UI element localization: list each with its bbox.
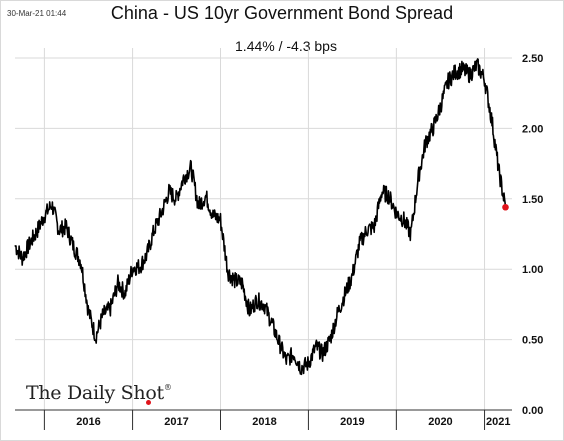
- y-tick-label: 2.50: [522, 53, 543, 65]
- logo-red-dot: [146, 400, 151, 405]
- y-tick-label: 2.00: [522, 123, 543, 135]
- chart-title: China - US 10yr Government Bond Spread: [110, 3, 454, 23]
- x-tick-label: 2017: [164, 416, 188, 428]
- x-tick-label: 2018: [252, 416, 276, 428]
- x-tick-label: 2020: [428, 416, 452, 428]
- timestamp: 30-Mar-21 01:44: [7, 9, 67, 18]
- x-axis: 2016 2017 2018 2019 2020 2021: [15, 409, 512, 430]
- y-tick-label: 1.00: [522, 264, 543, 276]
- y-axis: 0.00 0.50 1.00 1.50 2.00 2.50: [522, 53, 543, 417]
- logo-text: The Daily Shot: [26, 382, 164, 404]
- y-tick-label: 0.00: [522, 405, 543, 417]
- spread-line: [14, 58, 507, 376]
- grid-lines: [15, 48, 512, 430]
- x-tick-label: 2019: [340, 416, 364, 428]
- registered-mark: ®: [163, 382, 172, 392]
- chart-subtitle: 1.44% / -4.3 bps: [235, 38, 337, 54]
- daily-shot-logo: The Daily Shot®: [26, 382, 172, 404]
- x-tick-label: 2016: [76, 416, 100, 428]
- x-tick-label: 2021: [486, 416, 510, 428]
- y-tick-label: 0.50: [522, 335, 543, 347]
- series-layer: [14, 58, 509, 376]
- y-tick-label: 1.50: [522, 194, 543, 206]
- last-value-marker: [502, 203, 509, 211]
